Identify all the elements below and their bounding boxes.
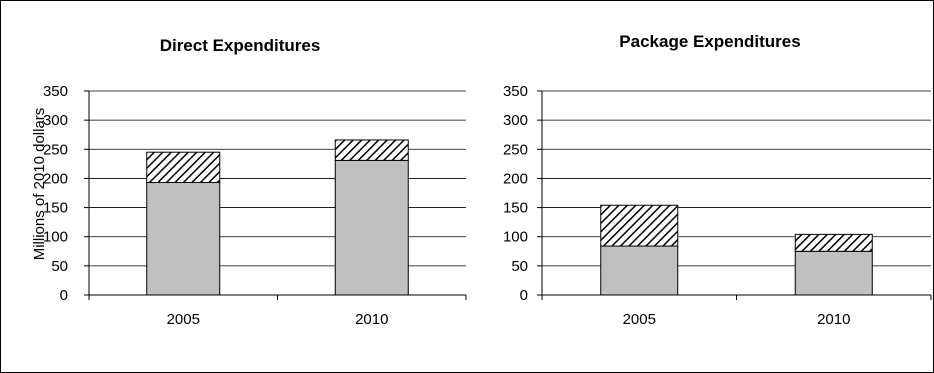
y-tick-label: 200 xyxy=(503,170,528,187)
bar-segment-base xyxy=(334,159,409,296)
chart-title: Package Expenditures xyxy=(619,32,800,51)
bar-segment-hatched xyxy=(794,233,873,252)
x-tick-label: 2010 xyxy=(355,311,388,328)
x-tick-label: 2005 xyxy=(167,311,200,328)
y-tick-label: 200 xyxy=(43,170,68,187)
direct-expenditures-chart: Direct Expenditures Millions of 2010 dol… xyxy=(31,36,467,328)
chart-title: Direct Expenditures xyxy=(160,36,321,55)
bar-segment-base xyxy=(600,245,679,296)
y-tick-label: 300 xyxy=(503,112,528,129)
y-tick-label: 100 xyxy=(503,229,528,246)
x-tick-label: 2010 xyxy=(817,311,850,328)
package-expenditures-chart: Package Expenditures 0 50 100 150 200 250 300 3… xyxy=(503,32,932,328)
bar-segment-hatched xyxy=(146,151,221,184)
y-tick-label: 350 xyxy=(43,83,68,100)
bar-segment-base xyxy=(146,182,221,296)
y-tick-label: 100 xyxy=(43,229,68,246)
bar-segment-hatched xyxy=(334,139,409,161)
y-tick-label: 150 xyxy=(43,200,68,217)
bar-segment-base xyxy=(794,250,873,296)
y-tick-label: 0 xyxy=(60,287,68,304)
y-axis-label: Millions of 2010 dollars xyxy=(31,108,48,261)
y-tick-label: 150 xyxy=(503,200,528,217)
y-tick-label: 0 xyxy=(520,287,528,304)
y-tick-label: 250 xyxy=(43,141,68,158)
y-tick-label: 50 xyxy=(51,258,68,275)
y-tick-label: 350 xyxy=(503,83,528,100)
x-tick-label: 2005 xyxy=(623,311,656,328)
y-tick-label: 300 xyxy=(43,112,68,129)
y-tick-label: 50 xyxy=(511,258,528,275)
y-tick-label: 250 xyxy=(503,141,528,158)
bar-segment-hatched xyxy=(600,204,679,247)
